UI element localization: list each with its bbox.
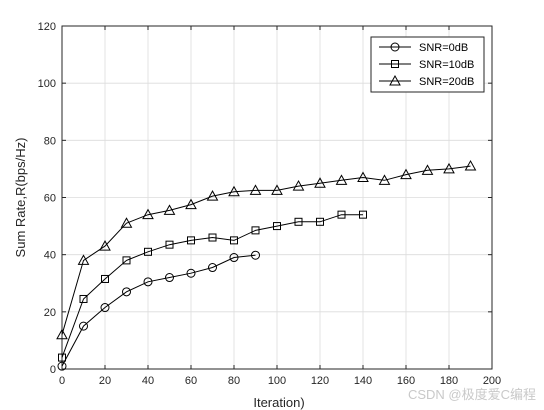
- x-tick-label: 0: [59, 375, 65, 387]
- data-point-triangle: [206, 190, 219, 201]
- data-point-square: [165, 240, 174, 249]
- x-tick-label: 180: [440, 375, 458, 387]
- y-tick-label: 120: [38, 21, 56, 33]
- y-tick-label: 80: [44, 135, 56, 147]
- series-group: [56, 160, 477, 371]
- legend: SNR=0dB SNR=10dB SNR=20dB: [370, 36, 485, 93]
- legend-label-2: SNR=20dB: [419, 76, 474, 88]
- data-point-triangle: [228, 185, 240, 197]
- y-tick-label: 40: [44, 250, 56, 262]
- y-tick-label: 20: [44, 307, 56, 319]
- data-point-triangle: [185, 198, 197, 210]
- data-point-square: [187, 236, 195, 245]
- data-point-circle: [229, 253, 239, 263]
- x-tick-label: 100: [268, 375, 286, 387]
- data-point-triangle: [443, 162, 455, 174]
- data-point-square: [101, 274, 109, 283]
- y-tick-label: 0: [50, 364, 56, 376]
- x-tick-label: 140: [354, 375, 372, 387]
- x-tick-label: 60: [185, 375, 197, 387]
- data-point-triangle: [378, 174, 391, 185]
- x-tick-label: 200: [483, 375, 501, 387]
- data-point-circle: [79, 321, 88, 331]
- x-axis-label: Iteration): [253, 395, 304, 410]
- series-line-1: [61, 214, 363, 358]
- data-point-triangle: [292, 180, 305, 191]
- data-point-circle: [122, 287, 131, 297]
- series-2: [56, 160, 477, 340]
- data-point-circle: [165, 273, 174, 283]
- data-point-triangle: [421, 164, 434, 175]
- y-axis-label: Sum Rate,R(bps/Hz): [13, 138, 28, 258]
- series-0: [57, 250, 260, 371]
- data-point-triangle: [142, 208, 154, 220]
- series-line-0: [61, 254, 256, 367]
- data-point-circle: [100, 303, 110, 313]
- data-point-triangle: [120, 217, 133, 228]
- data-point-triangle: [56, 328, 68, 340]
- data-point-square: [359, 210, 367, 219]
- x-tick-label: 20: [99, 375, 111, 387]
- x-tick-label: 160: [397, 375, 415, 387]
- data-point-square: [79, 294, 88, 303]
- x-tick-label: 120: [311, 375, 329, 387]
- data-point-circle: [57, 361, 67, 371]
- data-point-triangle: [163, 204, 176, 215]
- data-point-square: [273, 222, 281, 231]
- data-point-square: [251, 226, 260, 235]
- y-tick-label: 100: [38, 78, 56, 90]
- legend-label-1: SNR=10dB: [419, 59, 474, 71]
- legend-marker-square: [391, 60, 399, 68]
- watermark: CSDN @极度爱C编程: [408, 387, 536, 402]
- plot-frame: [61, 25, 493, 370]
- series-1: [58, 210, 367, 362]
- data-point-square: [122, 256, 131, 265]
- data-point-circle: [208, 263, 217, 273]
- data-point-triangle: [464, 160, 477, 171]
- data-point-square: [58, 353, 66, 362]
- data-point-square: [230, 236, 238, 245]
- data-point-square: [337, 210, 346, 219]
- data-point-circle: [143, 277, 153, 287]
- data-point-triangle: [271, 184, 283, 195]
- legend-marker-triangle: [389, 74, 401, 86]
- data-point-square: [294, 217, 303, 226]
- y-tick-label: 60: [44, 193, 56, 205]
- data-point-triangle: [314, 177, 326, 188]
- legend-label-0: SNR=0dB: [419, 42, 468, 54]
- x-tick-label: 40: [142, 375, 154, 387]
- x-tick-label: 80: [228, 375, 240, 387]
- data-point-triangle: [249, 184, 262, 195]
- data-point-square: [144, 247, 152, 256]
- data-point-square: [316, 217, 324, 226]
- data-point-circle: [186, 268, 196, 278]
- data-point-triangle: [99, 240, 111, 251]
- data-point-triangle: [335, 174, 348, 185]
- data-point-triangle: [77, 254, 90, 265]
- legend-marker-circle: [390, 42, 400, 52]
- data-point-triangle: [357, 171, 369, 182]
- data-point-square: [208, 233, 217, 242]
- data-point-triangle: [400, 168, 412, 180]
- data-point-circle: [251, 250, 260, 260]
